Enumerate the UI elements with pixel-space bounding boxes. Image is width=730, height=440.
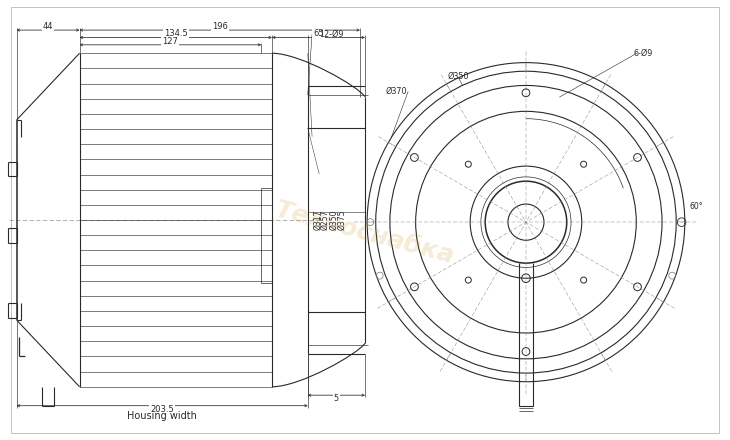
Text: 44: 44 — [43, 22, 53, 31]
Text: 60°: 60° — [690, 202, 703, 211]
Text: 5: 5 — [334, 394, 339, 403]
Text: Ø350: Ø350 — [447, 72, 469, 81]
Text: 6-Ø9: 6-Ø9 — [634, 48, 653, 58]
Text: Ø370: Ø370 — [386, 87, 407, 96]
Text: Ø350: Ø350 — [329, 210, 338, 230]
Text: Housing width: Housing width — [127, 411, 197, 421]
Text: Техноснабка: Техноснабка — [272, 198, 458, 268]
Text: 196: 196 — [212, 22, 228, 31]
Text: 65: 65 — [313, 29, 324, 38]
Text: 12-Ø9: 12-Ø9 — [319, 30, 344, 39]
Text: 203.5: 203.5 — [150, 405, 174, 414]
Text: Ø375: Ø375 — [338, 210, 347, 230]
Text: 127: 127 — [163, 37, 178, 46]
Text: 134.5: 134.5 — [164, 29, 188, 38]
Text: Ø317: Ø317 — [313, 210, 323, 230]
Text: Ø257: Ø257 — [320, 210, 330, 230]
